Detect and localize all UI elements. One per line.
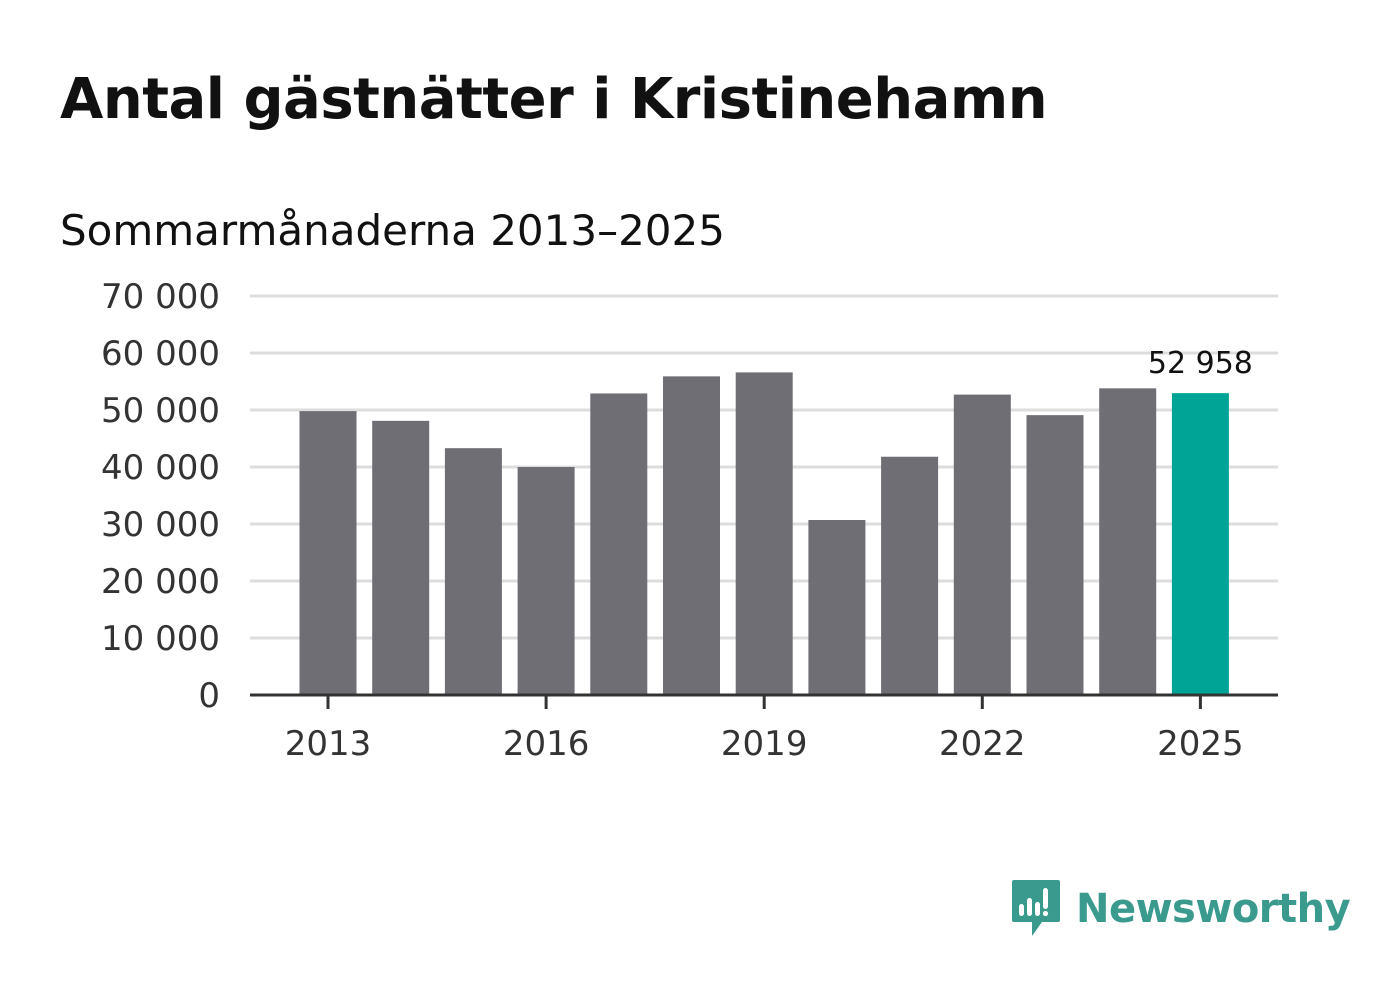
bar <box>372 420 430 695</box>
bar <box>444 448 502 695</box>
y-tick-label: 70 000 <box>101 277 220 317</box>
x-tick-label: 2016 <box>503 724 590 764</box>
bar-highlight <box>1171 393 1229 695</box>
bar <box>1026 415 1084 695</box>
y-tick-label: 20 000 <box>101 562 220 602</box>
newsworthy-logo-icon <box>1012 880 1060 936</box>
data-label: 52 958 <box>1148 346 1253 381</box>
bar <box>299 411 357 695</box>
newsworthy-logo: Newsworthy <box>1010 878 1351 940</box>
x-tick-label: 2013 <box>285 724 372 764</box>
bar <box>663 376 720 695</box>
bar <box>735 372 793 695</box>
x-tick-label: 2019 <box>721 724 808 764</box>
chart-title: Antal gästnätter i Kristinehamn <box>60 67 1048 132</box>
y-tick-label: 0 <box>198 676 220 716</box>
x-tick-label: 2025 <box>1157 724 1244 764</box>
bar <box>517 467 575 695</box>
y-tick-label: 60 000 <box>101 334 220 374</box>
bar <box>881 456 939 695</box>
y-tick-label: 40 000 <box>101 448 220 488</box>
bar <box>1099 388 1157 695</box>
bar <box>808 520 866 695</box>
y-tick-label: 10 000 <box>101 619 220 659</box>
newsworthy-logo-text: Newsworthy <box>1076 886 1351 932</box>
x-tick-label: 2022 <box>939 724 1026 764</box>
bar <box>953 394 1011 695</box>
chart-subtitle: Sommarmånaderna 2013–2025 <box>60 206 725 255</box>
y-tick-label: 50 000 <box>101 391 220 431</box>
bar <box>590 393 648 695</box>
y-tick-label: 30 000 <box>101 505 220 545</box>
